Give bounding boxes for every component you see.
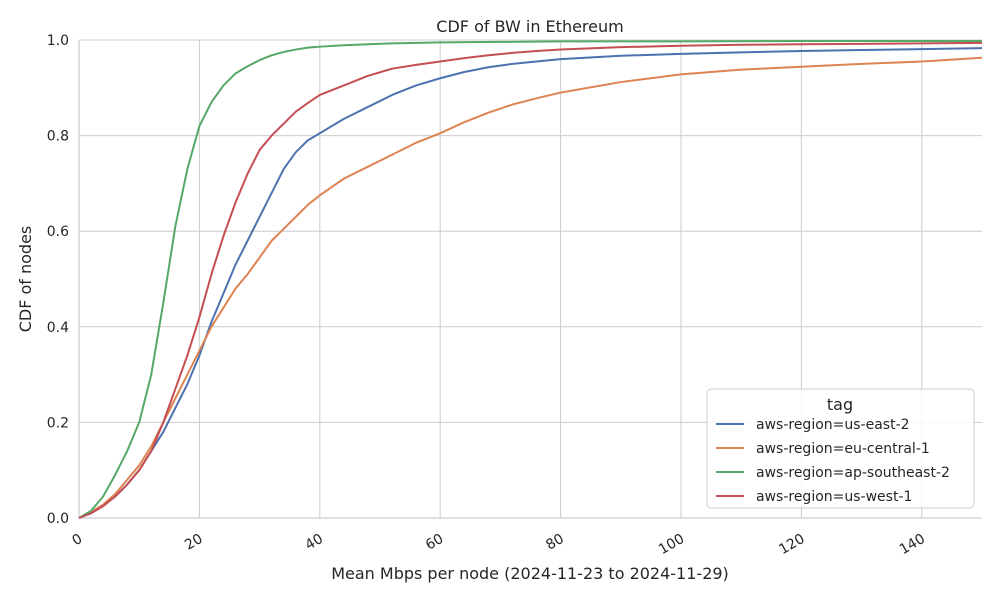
y-tick-label: 0.6 — [47, 224, 69, 240]
legend-box — [706, 388, 975, 509]
series-lines — [78, 39, 983, 519]
y-tick-label: 0.2 — [47, 415, 69, 431]
x-axis-title: Mean Mbps per node (2024-11-23 to 2024-1… — [331, 564, 729, 583]
axes — [78, 40, 982, 519]
tick-labels: 0 20 40 60 80 100 120 140 0.0 0.2 0.4 0.6 0.8 1.0 — [47, 33, 928, 558]
legend-title: tag — [827, 395, 853, 414]
y-tick-label: 0.0 — [47, 511, 69, 527]
x-tick-label: 60 — [423, 531, 446, 554]
x-tick-label: 120 — [776, 531, 807, 558]
y-axis-title: CDF of nodes — [16, 226, 35, 333]
grid — [79, 39, 982, 518]
legend: tag aws-region=us-east-2 aws-region=eu-ce… — [706, 388, 975, 509]
legend-label: aws-region=eu-central-1 — [756, 441, 930, 457]
y-tick-label: 0.8 — [47, 129, 69, 145]
legend-items: aws-region=us-east-2 aws-region=eu-centra… — [716, 417, 950, 505]
x-tick-label: 140 — [897, 531, 928, 558]
series-line-1 — [78, 56, 983, 519]
x-tick-label: 20 — [182, 531, 205, 554]
x-tick-label: 100 — [656, 531, 687, 558]
legend-label: aws-region=us-west-1 — [756, 489, 912, 505]
y-tick-label: 1.0 — [47, 33, 69, 49]
series-line-3 — [78, 41, 983, 519]
x-tick-label: 80 — [543, 531, 566, 554]
legend-label: aws-region=ap-southeast-2 — [756, 465, 950, 481]
y-tick-label: 0.4 — [47, 320, 69, 336]
legend-label: aws-region=us-east-2 — [756, 417, 910, 433]
x-tick-label: 0 — [69, 531, 85, 549]
chart-title: CDF of BW in Ethereum — [436, 17, 623, 36]
x-tick-label: 40 — [303, 531, 326, 554]
series-line-2 — [78, 39, 982, 519]
